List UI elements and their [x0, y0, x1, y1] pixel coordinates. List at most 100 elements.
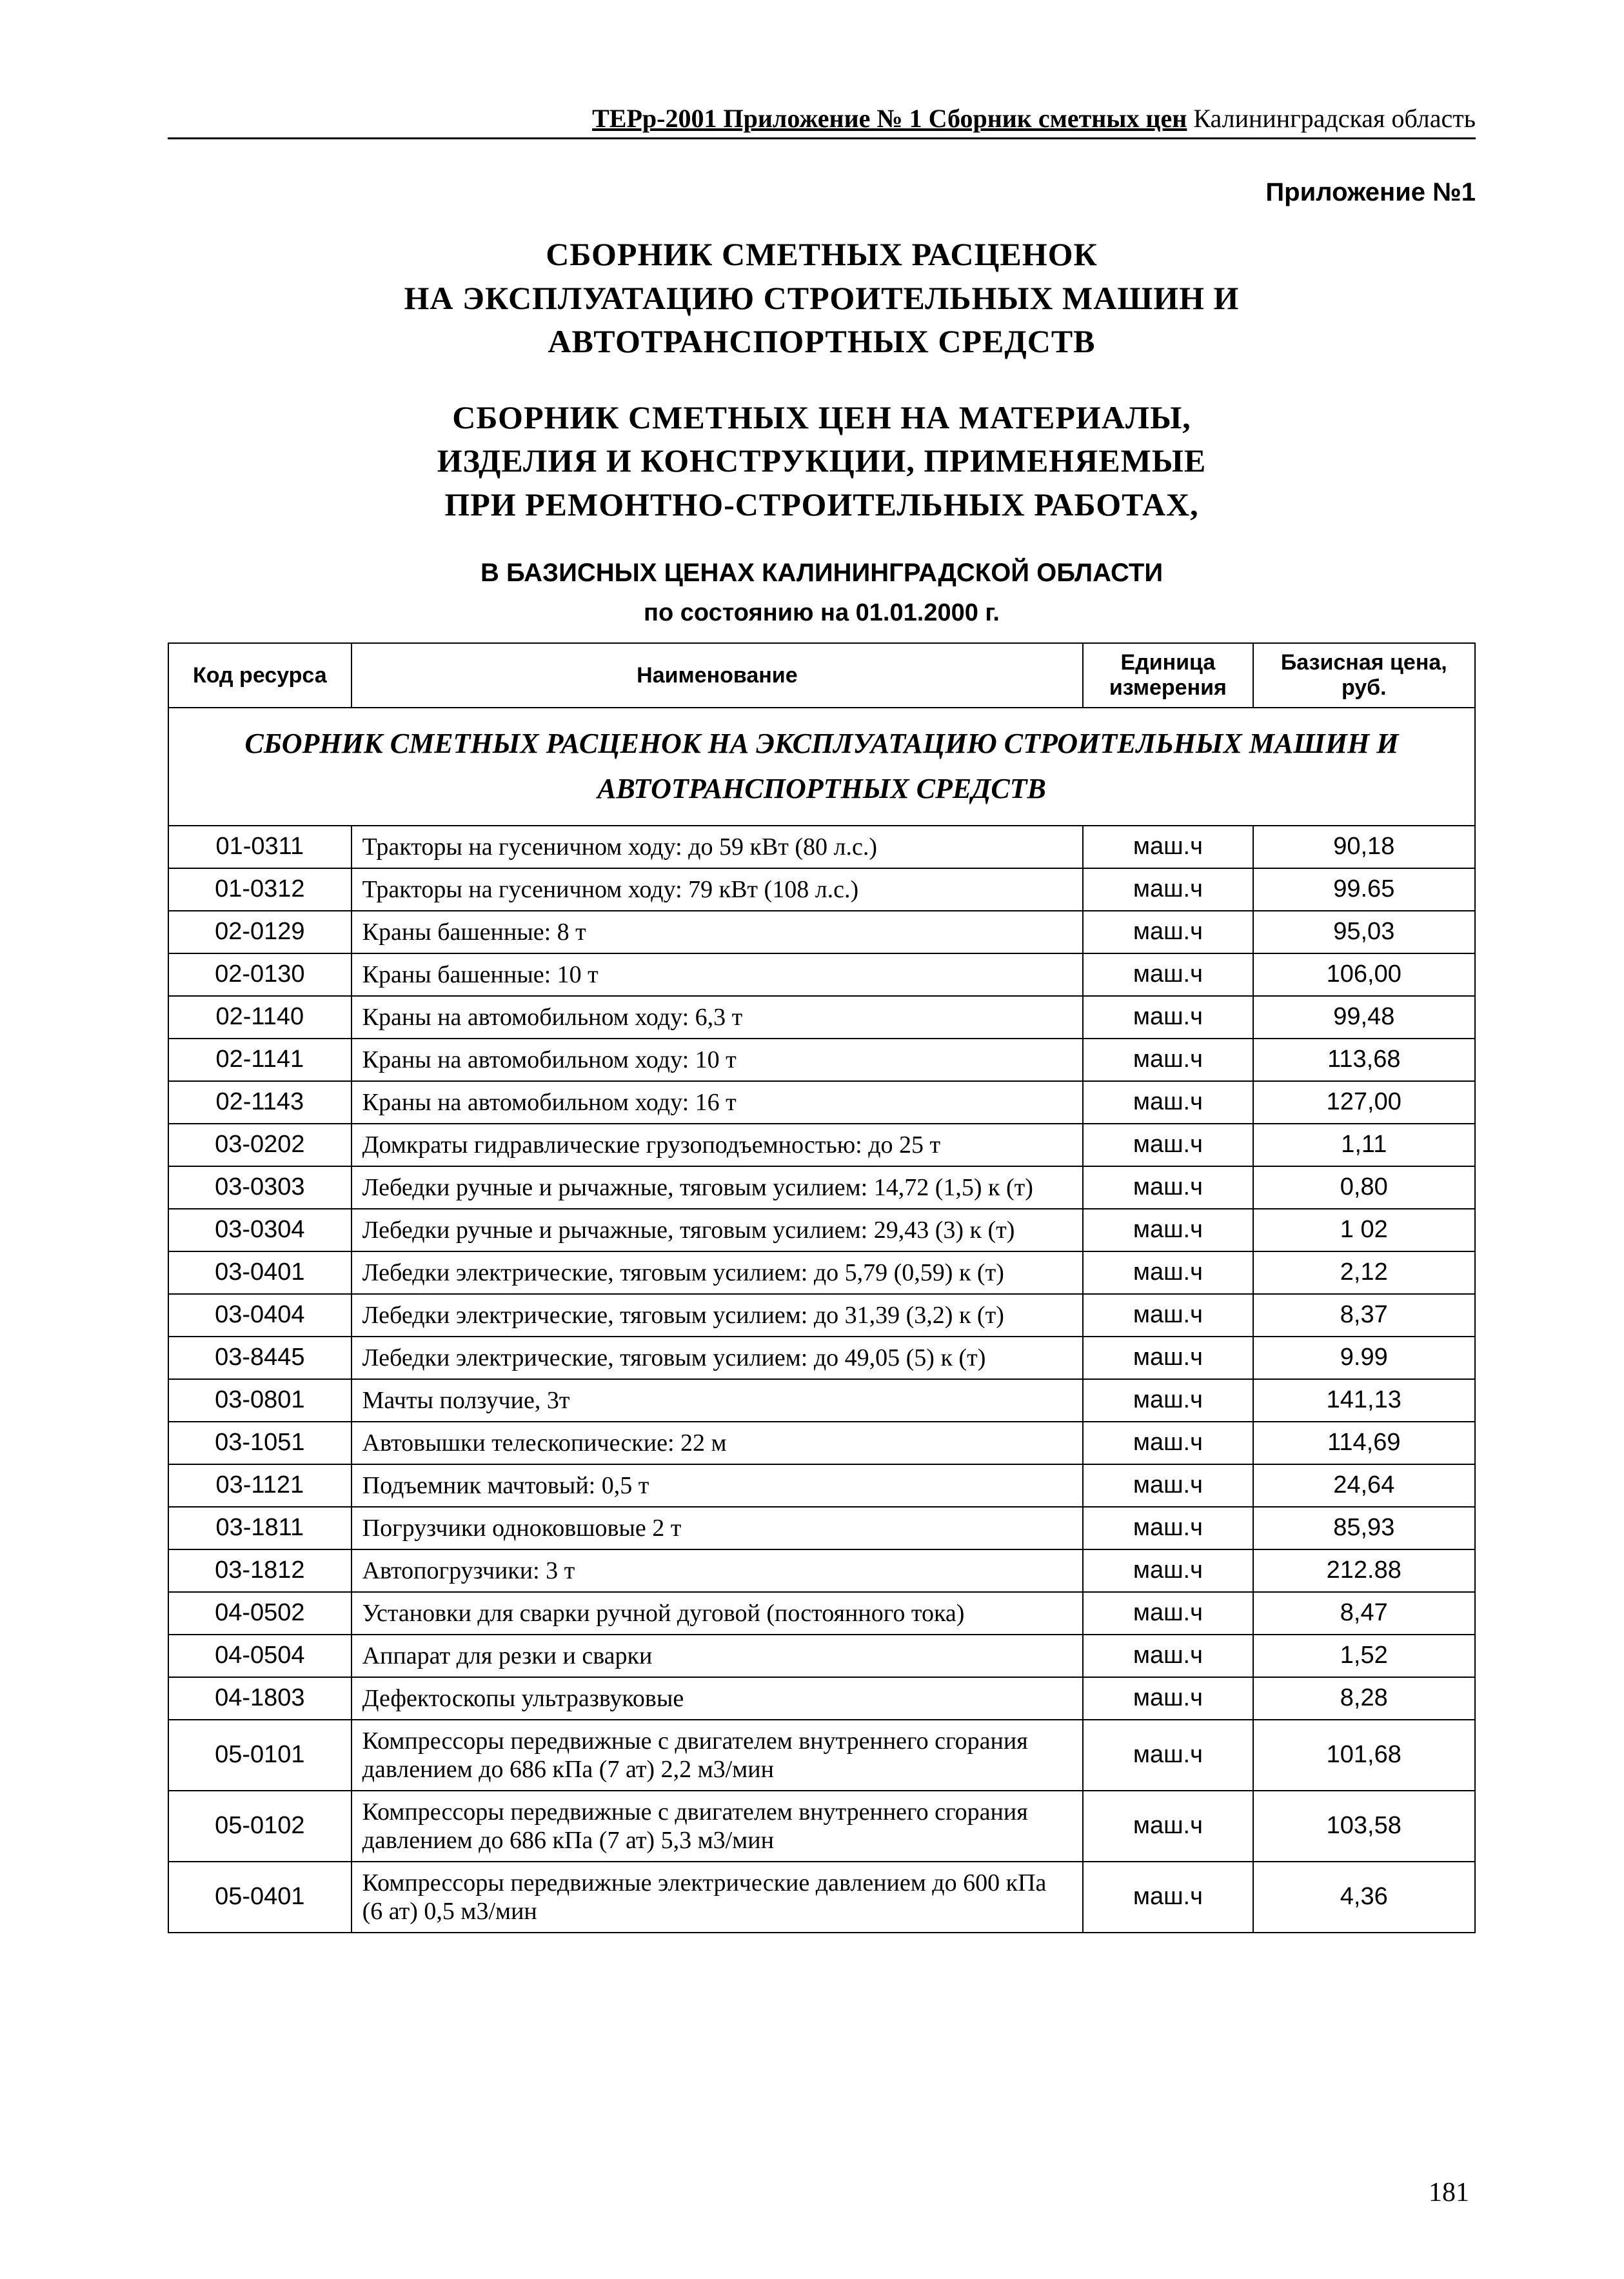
resource-code: 03-1051: [168, 1422, 352, 1464]
resource-code: 04-0504: [168, 1635, 352, 1677]
resource-unit: маш.ч: [1083, 1209, 1253, 1251]
resource-name: Автовышки телескопические: 22 м: [352, 1422, 1084, 1464]
resource-name: Компрессоры передвижные с двигателем вну…: [352, 1791, 1084, 1862]
resource-unit: маш.ч: [1083, 996, 1253, 1039]
resource-unit: маш.ч: [1083, 1251, 1253, 1294]
appendix-label: Приложение №1: [168, 178, 1476, 207]
resource-price: 1 02: [1253, 1209, 1475, 1251]
subtitle-line: СБОРНИК СМЕТНЫХ ЦЕН НА МАТЕРИАЛЫ,: [168, 396, 1476, 440]
resource-code: 02-1143: [168, 1081, 352, 1124]
resource-unit: маш.ч: [1083, 1124, 1253, 1166]
resource-code: 03-0801: [168, 1379, 352, 1422]
resource-name: Домкраты гидравлические грузоподъемность…: [352, 1124, 1084, 1166]
table-row: 03-8445Лебедки электрические, тяговым ус…: [168, 1337, 1475, 1379]
main-title: СБОРНИК СМЕТНЫХ РАСЦЕНОК НА ЭКСПЛУАТАЦИЮ…: [168, 233, 1476, 364]
resource-price: 8,28: [1253, 1677, 1475, 1720]
resource-price: 2,12: [1253, 1251, 1475, 1294]
resource-price: 95,03: [1253, 911, 1475, 953]
title-line: СБОРНИК СМЕТНЫХ РАСЦЕНОК: [168, 233, 1476, 277]
table-row: 03-1051Автовышки телескопические: 22 мма…: [168, 1422, 1475, 1464]
resource-unit: маш.ч: [1083, 868, 1253, 911]
resource-price: 9.99: [1253, 1337, 1475, 1379]
base-prices-line: В БАЗИСНЫХ ЦЕНАХ КАЛИНИНГРАДСКОЙ ОБЛАСТИ: [168, 559, 1476, 588]
table-row: 05-0102Компрессоры передвижные с двигате…: [168, 1791, 1475, 1862]
resource-price: 127,00: [1253, 1081, 1475, 1124]
resource-price: 103,58: [1253, 1791, 1475, 1862]
table-row: 03-0304Лебедки ручные и рычажные, тяговы…: [168, 1209, 1475, 1251]
col-header-unit: Единица измерения: [1083, 643, 1253, 708]
subtitle-line: ИЗДЕЛИЯ И КОНСТРУКЦИИ, ПРИМЕНЯЕМЫЕ: [168, 439, 1476, 483]
resource-code: 03-8445: [168, 1337, 352, 1379]
resource-unit: маш.ч: [1083, 1166, 1253, 1209]
table-row: 04-0504Аппарат для резки и сваркимаш.ч1,…: [168, 1635, 1475, 1677]
asof-line: по состоянию на 01.01.2000 г.: [168, 599, 1476, 627]
resource-name: Автопогрузчики: 3 т: [352, 1549, 1084, 1592]
col-header-price: Базисная цена, руб.: [1253, 643, 1475, 708]
table-row: 04-1803Дефектоскопы ультразвуковыемаш.ч8…: [168, 1677, 1475, 1720]
table-row: 05-0101Компрессоры передвижные с двигате…: [168, 1720, 1475, 1791]
title-line: АВТОТРАНСПОРТНЫХ СРЕДСТВ: [168, 320, 1476, 364]
resource-code: 04-0502: [168, 1592, 352, 1635]
table-section-title-row: СБОРНИК СМЕТНЫХ РАСЦЕНОК НА ЭКСПЛУАТАЦИЮ…: [168, 708, 1475, 826]
resource-price: 99.65: [1253, 868, 1475, 911]
resource-code: 05-0101: [168, 1720, 352, 1791]
col-header-code: Код ресурса: [168, 643, 352, 708]
resource-code: 02-1140: [168, 996, 352, 1039]
resource-price: 101,68: [1253, 1720, 1475, 1791]
table-row: 01-0312Тракторы на гусеничном ходу: 79 к…: [168, 868, 1475, 911]
col-header-name: Наименование: [352, 643, 1084, 708]
resource-code: 05-0102: [168, 1791, 352, 1862]
page-number: 181: [1429, 2177, 1469, 2208]
resource-code: 03-0304: [168, 1209, 352, 1251]
table-row: 03-0202Домкраты гидравлические грузоподъ…: [168, 1124, 1475, 1166]
table-row: 03-0404Лебедки электрические, тяговым ус…: [168, 1294, 1475, 1337]
resource-code: 04-1803: [168, 1677, 352, 1720]
resource-unit: маш.ч: [1083, 1549, 1253, 1592]
resource-price: 1,52: [1253, 1635, 1475, 1677]
resource-name: Лебедки ручные и рычажные, тяговым усили…: [352, 1209, 1084, 1251]
resource-unit: маш.ч: [1083, 826, 1253, 868]
table-row: 02-1143Краны на автомобильном ходу: 16 т…: [168, 1081, 1475, 1124]
resource-unit: маш.ч: [1083, 953, 1253, 996]
resource-price: 106,00: [1253, 953, 1475, 996]
resource-name: Подъемник мачтовый: 0,5 т: [352, 1464, 1084, 1507]
resource-name: Установки для сварки ручной дуговой (пос…: [352, 1592, 1084, 1635]
table-row: 04-0502Установки для сварки ручной дугов…: [168, 1592, 1475, 1635]
resource-name: Тракторы на гусеничном ходу: до 59 кВт (…: [352, 826, 1084, 868]
table-row: 02-0129Краны башенные: 8 тмаш.ч95,03: [168, 911, 1475, 953]
resource-unit: маш.ч: [1083, 1039, 1253, 1081]
resource-unit: маш.ч: [1083, 1422, 1253, 1464]
resource-price: 4,36: [1253, 1862, 1475, 1933]
resource-price: 90,18: [1253, 826, 1475, 868]
title-line: НА ЭКСПЛУАТАЦИЮ СТРОИТЕЛЬНЫХ МАШИН И: [168, 277, 1476, 321]
table-row: 02-0130Краны башенные: 10 тмаш.ч106,00: [168, 953, 1475, 996]
resource-unit: маш.ч: [1083, 1507, 1253, 1549]
resource-name: Аппарат для резки и сварки: [352, 1635, 1084, 1677]
resource-code: 02-0130: [168, 953, 352, 996]
resource-unit: маш.ч: [1083, 1081, 1253, 1124]
resource-unit: маш.ч: [1083, 1379, 1253, 1422]
table-row: 03-0401Лебедки электрические, тяговым ус…: [168, 1251, 1475, 1294]
table-row: 03-0801Мачты ползучие, 3тмаш.ч141,13: [168, 1379, 1475, 1422]
resource-code: 03-0404: [168, 1294, 352, 1337]
resource-name: Погрузчики одноковшовые 2 т: [352, 1507, 1084, 1549]
subtitle-line: ПРИ РЕМОНТНО-СТРОИТЕЛЬНЫХ РАБОТАХ,: [168, 483, 1476, 527]
resource-unit: маш.ч: [1083, 1464, 1253, 1507]
resource-price: 85,93: [1253, 1507, 1475, 1549]
resource-code: 03-1812: [168, 1549, 352, 1592]
subtitle: СБОРНИК СМЕТНЫХ ЦЕН НА МАТЕРИАЛЫ, ИЗДЕЛИ…: [168, 396, 1476, 527]
table-row: 02-1140Краны на автомобильном ходу: 6,3 …: [168, 996, 1475, 1039]
resource-unit: маш.ч: [1083, 1677, 1253, 1720]
resource-name: Лебедки электрические, тяговым усилием: …: [352, 1294, 1084, 1337]
resource-price: 212.88: [1253, 1549, 1475, 1592]
resource-price: 8,47: [1253, 1592, 1475, 1635]
resource-name: Компрессоры передвижные с двигателем вну…: [352, 1720, 1084, 1791]
resource-unit: маш.ч: [1083, 911, 1253, 953]
price-table: Код ресурса Наименование Единица измерен…: [168, 642, 1476, 1933]
resource-code: 02-0129: [168, 911, 352, 953]
resource-name: Тракторы на гусеничном ходу: 79 кВт (108…: [352, 868, 1084, 911]
resource-price: 114,69: [1253, 1422, 1475, 1464]
table-row: 03-1812Автопогрузчики: 3 тмаш.ч212.88: [168, 1549, 1475, 1592]
resource-unit: маш.ч: [1083, 1294, 1253, 1337]
resource-name: Компрессоры передвижные электрические да…: [352, 1862, 1084, 1933]
